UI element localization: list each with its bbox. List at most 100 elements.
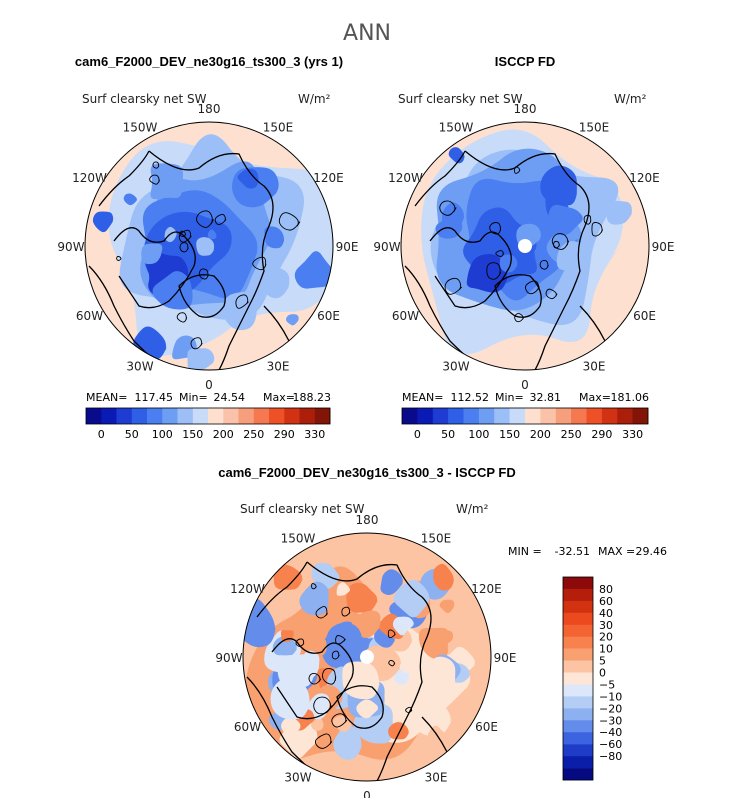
colorbar-tick-label: 0: [414, 428, 421, 441]
colorbar-tick-label: 250: [561, 428, 582, 441]
colorbar-swatch: [563, 720, 593, 733]
colorbar-tick-label: −80: [599, 750, 622, 763]
field-patch: [448, 147, 465, 164]
island-outline: [178, 229, 192, 243]
colorbar-tick-label: 50: [441, 428, 455, 441]
lon-label: 30E: [267, 360, 290, 374]
map-boundary: [84, 121, 334, 371]
colorbar-tick-label: 10: [599, 643, 613, 656]
colorbar-tick-label: 80: [599, 583, 613, 596]
colorbar-obs: 0 50 100 150 200 250 290 330: [401, 407, 649, 441]
island-outline: [116, 255, 122, 261]
field-patch: [285, 314, 299, 326]
colorbar-swatch: [563, 588, 593, 602]
colorbar-tick-label: 200: [213, 428, 234, 441]
lon-label: 120W: [72, 171, 107, 185]
colorbar-swatch: [299, 408, 316, 424]
field-patch: [237, 168, 259, 189]
island-outline: [551, 233, 570, 250]
colorbar-swatch: [208, 408, 224, 424]
lon-label: 30E: [425, 771, 448, 785]
colorbar-swatch: [571, 408, 587, 424]
island-outline: [514, 166, 521, 174]
field-patch: [333, 723, 363, 760]
island-outline: [439, 200, 457, 216]
colorbar-tick-label: 30: [599, 619, 613, 632]
field-patch: [150, 163, 184, 200]
field-patch: [392, 616, 416, 636]
panel-title-diff: cam6_F2000_DEV_ne30g16_ts300_3 - ISCCP F…: [218, 465, 516, 480]
colorbar-swatch: [563, 708, 593, 721]
lon-label: 60E: [475, 720, 498, 734]
panel-title-model: cam6_F2000_DEV_ne30g16_ts300_3 (yrs 1): [75, 54, 343, 69]
colorbar-swatch: [177, 408, 194, 424]
field-patch: [433, 563, 454, 591]
field-patch: [548, 204, 585, 236]
coastline: [113, 227, 196, 309]
island-outline: [214, 213, 227, 225]
colorbar-tick-label: 0: [98, 428, 105, 441]
lon-label: 60E: [317, 309, 340, 323]
stats-mean-value: 112.52: [451, 391, 490, 404]
colorbar-frame: [85, 407, 331, 425]
stats-min-value: -32.51: [555, 545, 590, 558]
stats-min-value: 32.81: [530, 391, 562, 404]
island-outline: [314, 733, 333, 749]
field-patch: [419, 656, 456, 697]
colorbar-swatch: [563, 577, 593, 590]
panel-title-obs: ISCCP FD: [495, 54, 555, 69]
colorbar-frame: [562, 576, 594, 781]
lon-label: 120E: [313, 171, 344, 185]
island-outline: [198, 268, 209, 280]
colorbar-tick-label: 40: [599, 607, 613, 620]
colorbar-swatch: [555, 408, 572, 424]
lon-label: 30E: [583, 360, 606, 374]
stats-min-label: Min=: [179, 391, 208, 404]
island-outline: [179, 230, 187, 238]
lon-label: 60W: [76, 309, 103, 323]
colorbar-tick-label: 50: [125, 428, 139, 441]
field-patch: [346, 582, 379, 613]
field-patch: [310, 716, 324, 731]
lon-label: 30W: [126, 360, 153, 374]
island-outline: [152, 161, 160, 169]
island-outline: [388, 660, 396, 667]
island-outline: [331, 713, 348, 728]
lon-label: 60E: [633, 309, 656, 323]
colorbar-swatch: [192, 408, 209, 424]
island-outline: [235, 294, 249, 309]
colorbar-tick-label: −20: [599, 702, 622, 715]
island-outline: [313, 696, 333, 715]
colorbar-tick-label: 200: [530, 428, 551, 441]
field-patch: [342, 661, 380, 700]
island-outline: [295, 638, 305, 647]
variable-label-diff: Surf clearsky net SW: [240, 502, 365, 516]
lon-label: 120W: [388, 171, 423, 185]
stats-max-label: MAX =: [598, 545, 635, 558]
field-patch: [187, 348, 217, 370]
field-patch: [297, 650, 320, 679]
island-outline: [489, 222, 502, 235]
colorbar-swatch: [563, 768, 593, 781]
island-outline: [524, 280, 540, 295]
map-boundary: [400, 121, 650, 371]
colorbar-swatch: [563, 684, 593, 697]
colorbar-swatch: [563, 744, 593, 757]
lon-label: 90E: [652, 240, 675, 254]
lon-labels-obs: 180 150E 120E 90E 60E 30E 0 30W 60W 90W 120W 150W: [373, 102, 674, 392]
colorbar-swatch: [432, 408, 449, 424]
stats-model: MEAN= 117.45 Min= 24.54 Max= 188.23: [86, 391, 331, 404]
coastline: [98, 150, 150, 207]
island-outline: [405, 706, 413, 714]
colorbar-swatch: [162, 408, 178, 424]
lon-label: 150E: [263, 121, 294, 135]
stats-min-value: 24.54: [214, 391, 246, 404]
map-boundary: [242, 532, 492, 782]
island-outline: [315, 606, 328, 619]
stats-max-value: 188.23: [293, 391, 332, 404]
stats-mean-label: MEAN=: [402, 391, 443, 404]
lon-label: 90E: [336, 240, 359, 254]
island-outline: [176, 312, 188, 323]
stats-mean-value: 117.45: [135, 391, 174, 404]
